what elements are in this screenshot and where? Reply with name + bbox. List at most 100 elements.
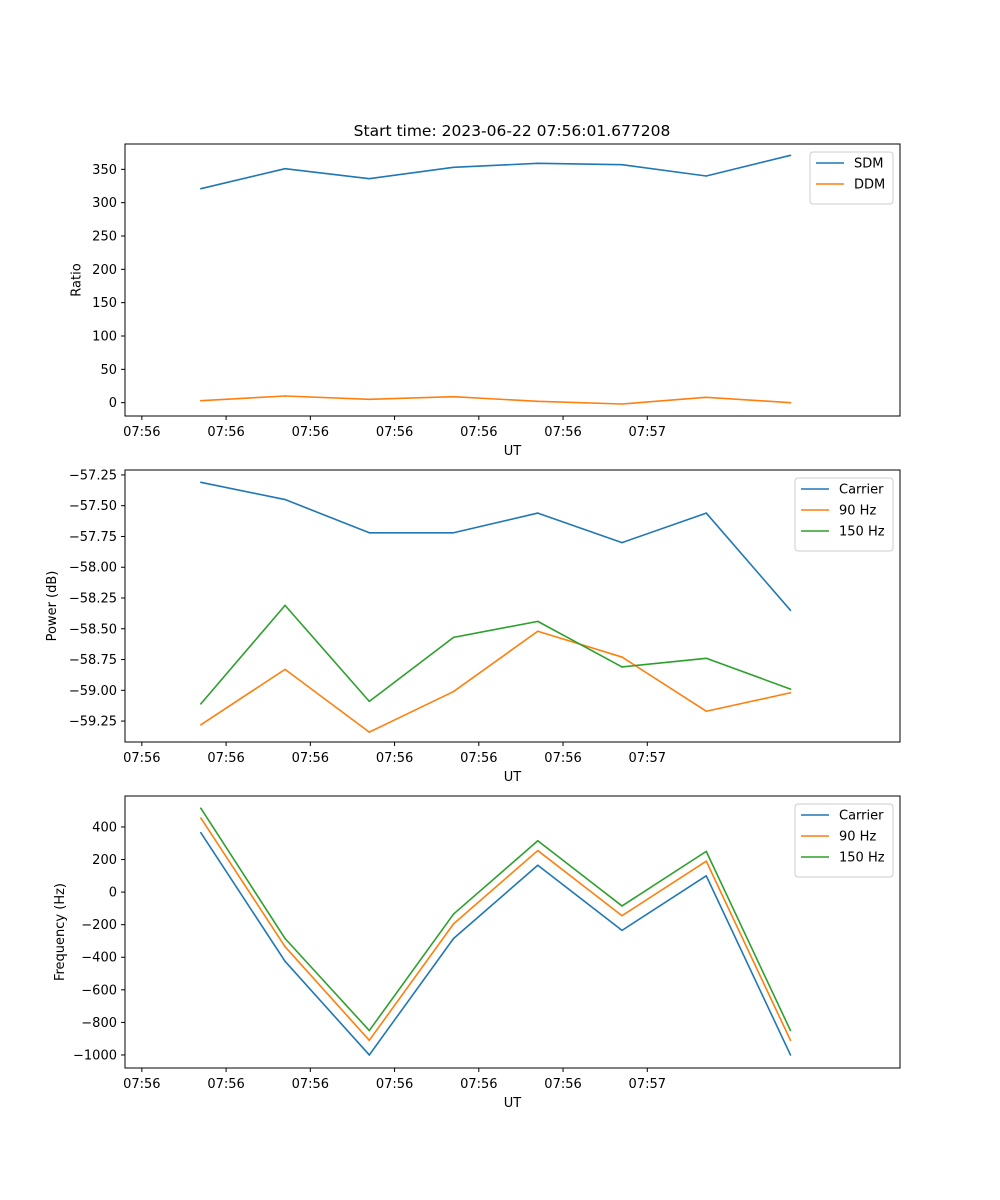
data-point (452, 636, 455, 639)
y-axis: −57.25 −57.50 −57.75 −58.00 −58.25 −58.50 −58.… (69, 468, 125, 730)
data-point (200, 723, 202, 726)
series-150-hz (200, 604, 792, 705)
legend-label: Carrier (839, 483, 884, 498)
y-tick-label: 150 (92, 296, 117, 311)
chart-title: Start time: 2023-06-22 07:56:01.677208 (354, 122, 671, 140)
subplot-1: 07:56 07:56 07:56 07:56 07:56 07:56 07:57 UT 0 50… (69, 143, 901, 459)
y-tick-label: −800 (81, 1016, 117, 1031)
x-tick-label: 07:56 (376, 425, 413, 440)
panels: 07:56 07:56 07:56 07:56 07:56 07:56 07:57 UT 0 50… (45, 143, 901, 1111)
data-point (200, 831, 202, 834)
x-tick-label: 07:57 (629, 1077, 666, 1092)
data-point (284, 668, 286, 671)
legend-label: SDM (854, 157, 883, 172)
legend-label: Carrier (839, 809, 884, 824)
data-point (452, 913, 455, 915)
x-axis-label: UT (504, 1096, 522, 1111)
legend-label: 90 Hz (839, 504, 876, 519)
data-point (200, 187, 202, 190)
data-point (705, 657, 708, 660)
x-tick-label: 07:56 (460, 1077, 497, 1092)
data-point (621, 403, 623, 405)
data-point (621, 914, 623, 917)
y-tick-label: 400 (92, 820, 117, 835)
x-tick-label: 07:56 (123, 751, 160, 766)
x-tick-label: 07:56 (123, 1077, 160, 1092)
data-point (284, 498, 286, 501)
data-point (452, 395, 455, 398)
series-150-hz (200, 807, 792, 1032)
data-point (789, 691, 792, 694)
x-axis-label: UT (504, 444, 522, 459)
x-axis: 07:56 07:56 07:56 07:56 07:56 07:56 07:57 (123, 742, 666, 766)
data-point (368, 731, 371, 733)
data-point (452, 937, 455, 940)
x-axis: 07:56 07:56 07:56 07:56 07:56 07:56 07:57 (123, 1068, 666, 1092)
data-point (536, 620, 539, 623)
data-point (284, 395, 286, 397)
data-point (368, 1029, 371, 1032)
series-line (200, 154, 791, 190)
data-point (284, 167, 286, 170)
data-point (452, 531, 455, 534)
data-point (789, 154, 792, 157)
series-line (200, 395, 791, 405)
axes-frame (124, 795, 901, 1069)
series-90-hz (200, 817, 792, 1042)
data-point (536, 839, 539, 842)
series-line (200, 604, 791, 705)
y-tick-label: −58.00 (69, 561, 117, 576)
data-point (705, 860, 708, 862)
y-tick-label: 0 (109, 886, 117, 901)
data-point (621, 929, 623, 932)
data-point (536, 849, 539, 852)
y-axis: 400 200 0 −200 −400 −600 −800 −1000 (73, 820, 125, 1063)
data-point (621, 905, 623, 907)
series-carrier (200, 831, 792, 1056)
axes-frame (124, 469, 901, 743)
legend-box (794, 803, 894, 878)
x-tick-label: 07:56 (460, 425, 497, 440)
data-point (705, 175, 708, 177)
series-carrier (200, 481, 792, 612)
legend-box (809, 151, 894, 205)
data-point (789, 1054, 792, 1056)
series-ddm (200, 395, 792, 405)
legend: Carrier 90 Hz 150 Hz (794, 477, 894, 552)
x-tick-label: 07:56 (544, 425, 581, 440)
y-tick-label: 100 (92, 330, 117, 345)
series-line (200, 832, 792, 1056)
series-line (200, 817, 792, 1042)
y-tick-label: 200 (92, 263, 117, 278)
y-tick-label: 0 (109, 396, 117, 411)
y-tick-label: −59.25 (69, 715, 117, 730)
data-point (452, 166, 455, 169)
x-tick-label: 07:56 (207, 751, 244, 766)
data-point (705, 850, 708, 853)
series-line (200, 630, 791, 733)
data-point (789, 1039, 792, 1042)
data-point (789, 609, 792, 612)
x-axis: 07:56 07:56 07:56 07:56 07:56 07:56 07:57 (123, 416, 666, 440)
data-point (621, 541, 623, 544)
data-point (368, 1039, 371, 1042)
data-point (536, 864, 539, 867)
x-tick-label: 07:57 (629, 751, 666, 766)
x-tick-label: 07:56 (376, 1077, 413, 1092)
y-axis-label: Frequency (Hz) (53, 883, 68, 981)
legend-label: 150 Hz (839, 851, 885, 866)
data-point (621, 656, 623, 658)
x-tick-label: 07:56 (544, 751, 581, 766)
y-tick-label: −400 (81, 951, 117, 966)
x-axis-label: UT (504, 770, 522, 785)
data-point (284, 604, 286, 607)
data-point (705, 710, 708, 713)
y-tick-label: −1000 (73, 1048, 117, 1063)
y-tick-label: −59.00 (69, 684, 117, 699)
x-tick-label: 07:56 (207, 425, 244, 440)
series-line (200, 481, 792, 611)
x-tick-label: 07:56 (460, 751, 497, 766)
data-point (368, 177, 371, 180)
data-point (536, 400, 539, 403)
